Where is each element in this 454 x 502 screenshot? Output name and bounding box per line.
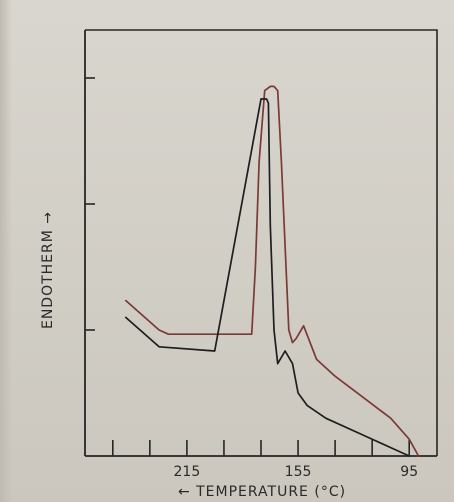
x-axis-title: ← TEMPERATURE (°C) bbox=[178, 484, 346, 500]
x-tick-label: 95 bbox=[400, 464, 418, 480]
y-axis-title: ENDOTHERM → bbox=[40, 211, 56, 329]
series-line-2 bbox=[124, 98, 411, 457]
x-tick-label: 155 bbox=[285, 464, 312, 480]
paper-edge-shadow bbox=[0, 0, 12, 502]
plot-frame-top-right bbox=[85, 29, 438, 456]
x-tick-label: 215 bbox=[174, 464, 201, 480]
series-line-1 bbox=[124, 85, 420, 457]
